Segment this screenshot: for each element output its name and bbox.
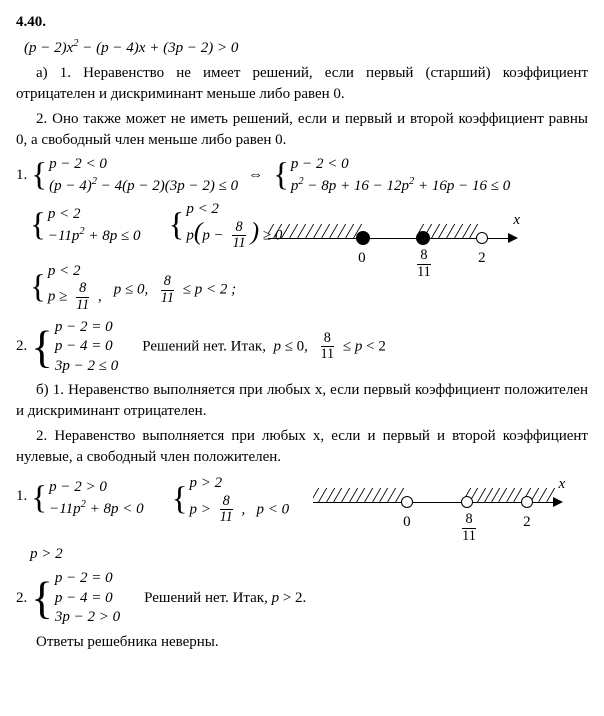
- answers-wrong: Ответы решебника неверны.: [16, 632, 588, 653]
- case-label: 1.: [16, 486, 27, 507]
- b-case1: 1. { p − 2 > 0 −11p2 + 8p < 0 { p > 2 p …: [16, 472, 588, 540]
- sys-line: p − 2 = 0: [55, 569, 120, 589]
- a-case1-row3: { p < 2 p ≥ 811 , p ≤ 0, 811 ≤ p < 2 ; x…: [30, 256, 588, 314]
- problem-number: 4.40.: [16, 12, 588, 33]
- main-inequality: (p − 2)x2 − (p − 4)x + (3p − 2) > 0: [24, 37, 588, 59]
- point-8-11: [416, 231, 430, 245]
- point-0: [356, 231, 370, 245]
- sys-line: p − 2 = 0: [55, 318, 118, 338]
- part-b-text2: 2. Неравенство выполняется при любых x, …: [16, 426, 588, 468]
- a-case1-row1: 1. { p − 2 < 0 (p − 4)2 − 4(p − 2)(3p − …: [16, 155, 588, 196]
- case-label: 2.: [16, 336, 27, 357]
- no-solutions-text: Решений нет. Итак, p ≤ 0, 811 ≤ p < 2: [142, 331, 386, 363]
- pt-label: 2: [478, 248, 486, 269]
- number-line-b: x 0 811 2: [313, 480, 563, 540]
- x-axis-label: x: [513, 210, 520, 231]
- sys-line: p < 2: [48, 205, 141, 225]
- sys-line: −11p2 + 8p < 0: [49, 498, 144, 520]
- equiv-symbol: ⇔: [248, 165, 263, 186]
- part-b-text1: б) 1. Неравенство выполняется при любых …: [16, 380, 588, 422]
- sys-line: p < 2: [48, 262, 102, 282]
- sys-line: p − 2 < 0: [291, 155, 510, 175]
- sys-line: p − 4 = 0: [55, 337, 118, 357]
- number-line-a: x 0 811 2: [268, 216, 518, 276]
- point-2: [521, 496, 533, 508]
- sys-line: 3p − 2 > 0: [55, 608, 120, 628]
- point-2: [476, 232, 488, 244]
- point-8-11: [461, 496, 473, 508]
- pt-label: 811: [457, 512, 481, 544]
- pt-label: 811: [412, 248, 436, 280]
- point-0: [401, 496, 413, 508]
- sys-line: p > 811 , p < 0: [189, 494, 289, 526]
- sys-line: 3p − 2 ≤ 0: [55, 357, 118, 377]
- part-a-text2: 2. Оно также может не иметь решений, есл…: [16, 109, 588, 151]
- sys-line: p − 4 = 0: [55, 589, 120, 609]
- x-axis-label: x: [558, 474, 565, 495]
- pt-label: 0: [403, 512, 411, 533]
- sys-line: p − 2 < 0: [49, 155, 238, 175]
- sys-line: p > 2: [189, 474, 289, 494]
- sys-line: p − 2 > 0: [49, 478, 144, 498]
- case-label: 2.: [16, 588, 27, 609]
- a-case2: 2. { p − 2 = 0 p − 4 = 0 3p − 2 ≤ 0 Реше…: [16, 318, 588, 377]
- b-case2: 2. { p − 2 = 0 p − 4 = 0 3p − 2 > 0 Реше…: [16, 569, 588, 628]
- part-a-text1: а) 1. Неравенство не имеет решений, если…: [16, 63, 588, 105]
- sys-line: −11p2 + 8p ≤ 0: [48, 225, 141, 247]
- alt-text: p ≤ 0, 811 ≤ p < 2 ;: [114, 274, 236, 306]
- sys-line: (p − 4)2 − 4(p − 2)(3p − 2) ≤ 0: [49, 175, 238, 197]
- p-gt-2: p > 2: [30, 544, 588, 565]
- no-solutions-b: Решений нет. Итак, p > 2.: [144, 588, 306, 609]
- sys-line: p2 − 8p + 16 − 12p2 + 16p − 16 ≤ 0: [291, 175, 510, 197]
- case-label: 1.: [16, 165, 27, 186]
- pt-label: 2: [523, 512, 531, 533]
- pt-label: 0: [358, 248, 366, 269]
- sys-line: p ≥ 811 ,: [48, 281, 102, 313]
